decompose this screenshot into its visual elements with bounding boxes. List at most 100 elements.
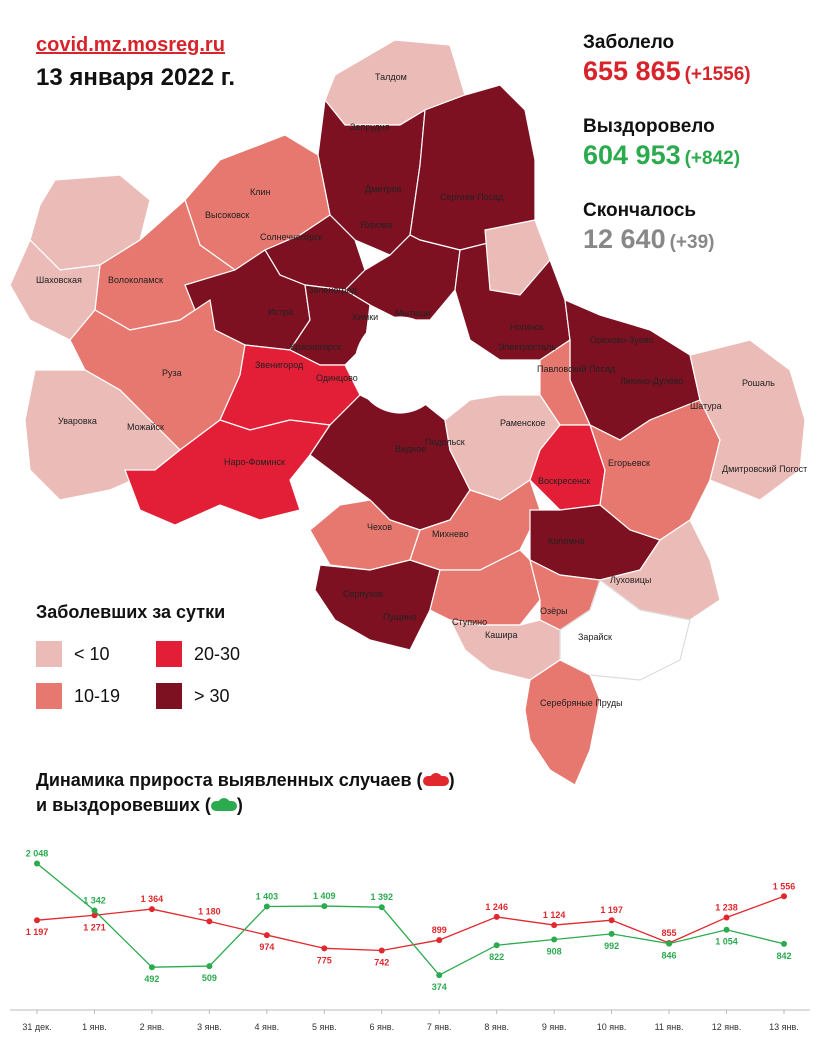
recovered-data-label: 1 342: [83, 896, 106, 906]
town-label: Кашира: [485, 630, 518, 640]
recovered-data-label: 509: [202, 973, 217, 983]
district-shchelkovo[interactable]: [484, 219, 551, 296]
legend-item: > 30: [156, 683, 276, 709]
town-label: Уваровка: [58, 416, 97, 426]
legend-item: 20-30: [156, 641, 276, 667]
district-egorievsk[interactable]: [588, 399, 721, 541]
x-tick-label: 5 янв.: [312, 1022, 337, 1032]
town-label: Химки: [352, 312, 378, 322]
deaths-label: Скончалось: [583, 200, 697, 221]
cases-point: [723, 914, 730, 921]
recovered-data-label: 908: [547, 946, 562, 956]
red-series-marker-icon: [422, 773, 449, 787]
town-label: Орехово-Зуево: [590, 335, 653, 345]
infected-block: Заболело 655 865 (+1556): [583, 32, 813, 116]
recovered-line: [36, 862, 785, 976]
deaths-block: Скончалось 12 640 (+39): [583, 200, 813, 284]
recovered-point: [551, 936, 558, 943]
district-naro-fominsk[interactable]: [124, 419, 332, 526]
recovered-data-label: 492: [144, 974, 159, 984]
legend-swatch: [36, 683, 62, 709]
town-label: Михнево: [432, 529, 469, 539]
district-serpukhov[interactable]: [314, 559, 441, 651]
recovered-point: [148, 964, 155, 971]
cases-point: [436, 937, 443, 944]
cases-point: [608, 917, 615, 924]
source-link[interactable]: covid.mz.mosreg.ru: [36, 34, 225, 56]
recovered-point: [608, 930, 615, 937]
town-label: Одинцово: [316, 373, 358, 383]
town-label: Павловский Посад: [537, 364, 616, 374]
town-label: Мытищи: [395, 308, 431, 318]
x-tick-label: 12 янв.: [712, 1022, 742, 1032]
recovered-point: [34, 860, 40, 867]
moscow-city: [354, 316, 446, 414]
region-map: Талдом Запрудня Дмитров Сергиев Посад Кл…: [9, 39, 807, 786]
deaths-value: 12 640: [583, 224, 666, 254]
recovered-data-label: 846: [662, 951, 677, 961]
town-label: Луховицы: [610, 575, 651, 585]
recovered-delta: (+842): [684, 148, 741, 169]
district-serebryanye-prudy[interactable]: [524, 659, 601, 786]
x-tick-label: 13 янв.: [769, 1022, 799, 1032]
town-label: Серебряные Пруды: [540, 698, 623, 708]
cases-data-label: 1 180: [198, 906, 221, 916]
town-label: Сергиев Посад: [440, 192, 504, 202]
town-label: Шаховская: [36, 275, 82, 285]
town-label: Серпухов: [343, 589, 383, 599]
town-label: Дмитров: [365, 184, 401, 194]
town-label: Пущино: [383, 612, 416, 622]
infected-value: 655 865: [583, 56, 681, 86]
legend-item: < 10: [36, 641, 156, 667]
recovered-data-label: 992: [604, 941, 619, 951]
cases-data-label: 1 364: [141, 894, 164, 904]
cases-data-label: 899: [432, 925, 447, 935]
cases-point: [263, 932, 270, 939]
cases-point: [551, 922, 558, 929]
cases-point: [378, 947, 385, 954]
town-label: Волоколамск: [108, 275, 163, 285]
cases-data-label: 742: [374, 958, 389, 968]
green-series-marker-icon: [210, 798, 237, 812]
cases-data-label: 1 197: [26, 927, 49, 937]
x-tick-label: 4 янв.: [255, 1022, 280, 1032]
legend-items: < 10 20-30 10-19 > 30: [36, 641, 296, 709]
legend-label: 20-30: [194, 643, 241, 664]
town-label: Дмитровский Погост: [722, 464, 807, 474]
dynamics-chart: 31 дек. 1 янв. 2 янв. 3 янв. 4 янв. 5 янв. 6 я…: [10, 848, 810, 1032]
recovered-value-row: 604 953 (+842): [583, 140, 813, 171]
recovered-data-label: 1 403: [256, 891, 279, 901]
recovered-data-label: 1 392: [371, 892, 394, 902]
town-label: Солнечногорск: [260, 232, 322, 242]
x-tick-label: 3 янв.: [197, 1022, 222, 1032]
deaths-delta: (+39): [669, 232, 715, 253]
recovered-point: [263, 903, 270, 910]
cases-point: [321, 945, 328, 952]
x-tick-label: 8 янв.: [484, 1022, 509, 1032]
deaths-value-row: 12 640 (+39): [583, 224, 813, 255]
x-tick-label: 6 янв.: [369, 1022, 394, 1032]
cases-data-label: 1 246: [485, 902, 508, 912]
town-label: Клин: [250, 187, 271, 197]
cases-point: [34, 917, 40, 924]
x-tick-label: 7 янв.: [427, 1022, 452, 1032]
recovered-point: [321, 903, 328, 910]
town-label: Егорьевск: [608, 458, 650, 468]
town-label: Ногинск: [510, 322, 543, 332]
cases-point: [781, 893, 787, 900]
town-label: Воскресенск: [538, 476, 590, 486]
town-label: Высоковск: [205, 210, 249, 220]
district-shatura[interactable]: [689, 339, 806, 501]
x-tick-label: 1 янв.: [82, 1022, 107, 1032]
recovered-data-label: 374: [432, 982, 447, 992]
infected-delta: (+1556): [684, 64, 751, 85]
town-label: Можайск: [127, 422, 164, 432]
legend-label: > 30: [194, 685, 230, 706]
legend-swatch: [156, 641, 182, 667]
dynamics-title-line1: Динамика прироста выявленных случаев (): [36, 770, 455, 790]
map-town-labels: Талдом Запрудня Дмитров Сергиев Посад Кл…: [36, 72, 807, 708]
infected-label: Заболело: [583, 32, 675, 53]
district-stupino[interactable]: [429, 549, 541, 626]
dynamics-title-text1: Динамика прироста выявленных случаев (: [36, 770, 423, 790]
town-label: Истра: [268, 307, 293, 317]
